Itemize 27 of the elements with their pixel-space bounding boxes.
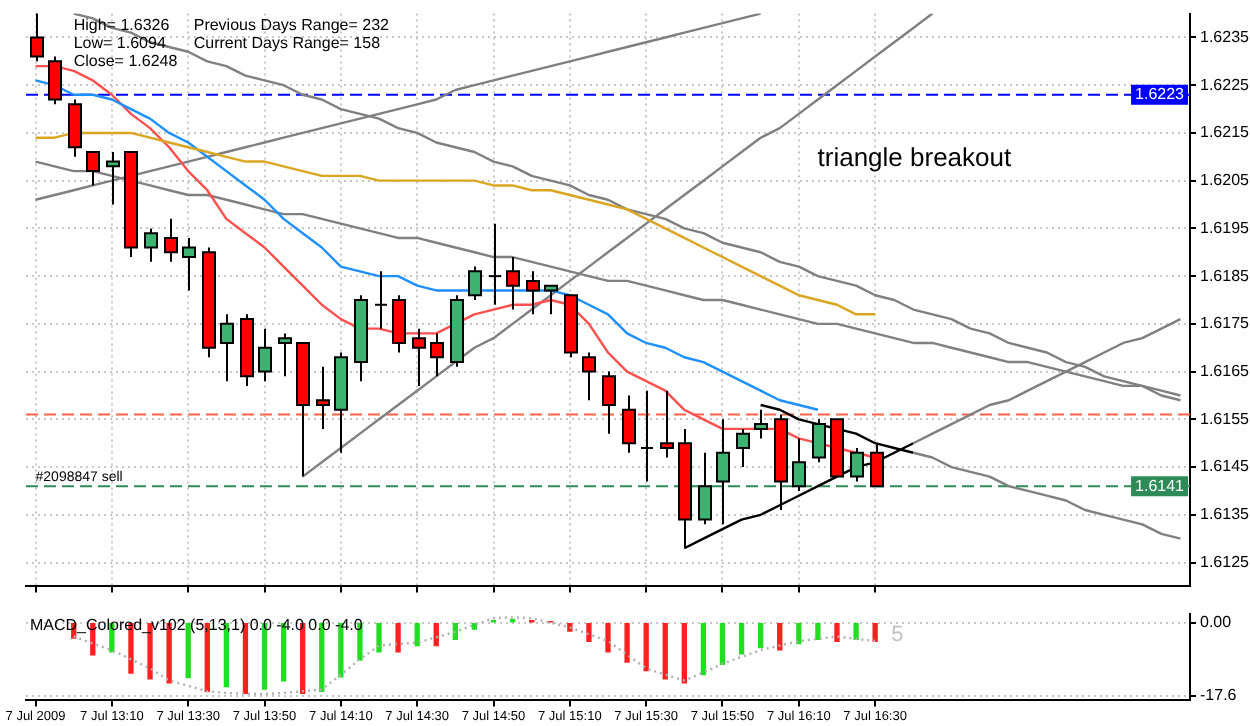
y-tick-label: 1.6125 (1200, 552, 1250, 571)
annotation: 5 (891, 623, 904, 648)
y-tick-label: 1.6175 (1200, 314, 1250, 333)
annotation: High= 1.6326 (73, 16, 171, 35)
annotation: Previous Days Range= 232 (193, 16, 391, 35)
y-tick-label: 1.6185 (1200, 266, 1250, 285)
y-tick-label: -17.6 (1200, 686, 1238, 705)
y-tick-label: 1.6155 (1200, 409, 1250, 428)
annotation: Close= 1.6248 (73, 52, 179, 71)
annotation: triangle breakout (817, 141, 1012, 172)
y-tick-label: 1.6135 (1200, 505, 1250, 524)
annotation: Low= 1.6094 (73, 34, 167, 53)
y-tick-label: 1.6205 (1200, 171, 1250, 190)
chart-title: MACD_Colored_v102 (5,13,1) 0.0 -4.0 0.0 -4.0 (30, 616, 364, 635)
candlestick (488, 222, 502, 306)
candlestick (640, 389, 654, 483)
candlestick (374, 270, 388, 330)
y-tick-label: 1.6165 (1200, 362, 1250, 381)
ref-line-label: 1.6141 (1135, 476, 1186, 495)
y-tick-label: 1.6145 (1200, 457, 1250, 476)
y-tick-label: 1.6225 (1200, 75, 1250, 94)
ref-line-label: 1.6223 (1135, 85, 1186, 104)
y-tick-label: 0.00 (1200, 613, 1233, 632)
y-tick-label: 1.6195 (1200, 218, 1250, 237)
y-tick-label: 1.6215 (1200, 123, 1250, 142)
y-tick-label: 1.6235 (1200, 27, 1250, 46)
annotation: Current Days Range= 158 (193, 34, 382, 53)
